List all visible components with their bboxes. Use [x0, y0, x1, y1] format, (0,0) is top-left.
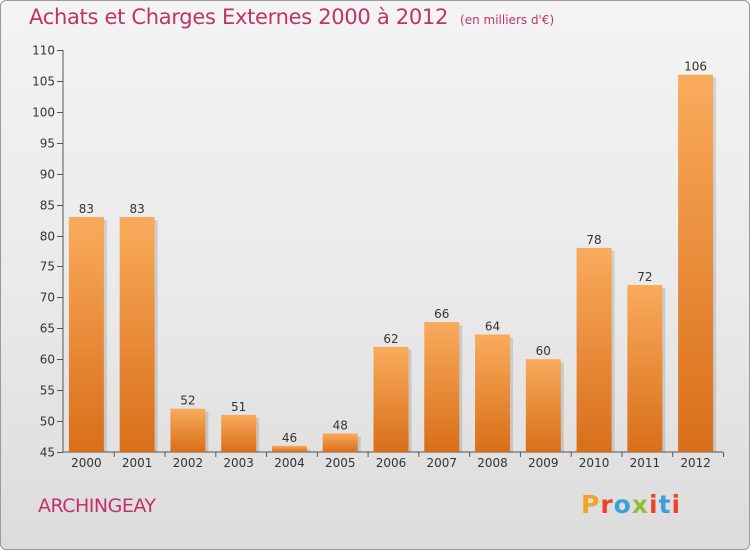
bar	[170, 408, 206, 452]
bars	[68, 74, 717, 452]
x-tick-label: 2012	[680, 456, 711, 470]
data-label: 106	[684, 60, 707, 74]
bar	[576, 247, 612, 452]
bar	[221, 414, 257, 452]
y-tick-label: 95	[40, 137, 55, 151]
x-tick-label: 2006	[376, 456, 407, 470]
data-label: 72	[637, 270, 652, 284]
logo-letter: i	[649, 490, 659, 519]
y-tick-label: 90	[40, 168, 55, 182]
y-tick-label: 70	[40, 291, 55, 305]
chart-subtitle: (en milliers d'€)	[460, 13, 555, 27]
x-tick-label: 2004	[274, 456, 305, 470]
y-tick-label: 100	[32, 106, 55, 120]
proxiti-logo[interactable]: Proxiti	[581, 490, 681, 519]
y-tick-label: 75	[40, 260, 55, 274]
x-tick-label: 2009	[528, 456, 559, 470]
x-tick-label: 2001	[122, 456, 153, 470]
y-tick-label: 50	[40, 415, 55, 429]
bar	[627, 285, 663, 452]
y-tick-label: 60	[40, 353, 55, 367]
x-tick-label: 2007	[426, 456, 457, 470]
axes: 45 50 55 60 65 70 75 80 85 90 95 100 105 110 2000 2001 2…	[32, 44, 724, 470]
y-tick-label: 110	[32, 44, 55, 58]
data-label: 62	[383, 332, 398, 346]
data-label: 78	[586, 233, 601, 247]
logo-letter: P	[581, 490, 601, 519]
y-tick-label: 65	[40, 322, 55, 336]
logo-letter: o	[613, 490, 632, 519]
bar	[68, 216, 104, 452]
chart-title: Achats et Charges Externes 2000 à 2012	[29, 5, 449, 29]
data-label: 83	[79, 202, 94, 216]
bar	[475, 334, 511, 452]
bar	[119, 216, 155, 452]
bar	[424, 322, 460, 452]
bar	[678, 74, 714, 452]
town-name: ARCHINGEAY	[38, 495, 156, 517]
bar	[373, 346, 409, 452]
x-tick-label: 2010	[579, 456, 610, 470]
y-tick-label: 80	[40, 230, 55, 244]
x-tick-label: 2003	[223, 456, 254, 470]
x-tick-label: 2005	[325, 456, 356, 470]
x-tick-label: 2011	[630, 456, 661, 470]
x-tick-label: 2002	[173, 456, 204, 470]
logo-letter: t	[658, 490, 672, 519]
logo-letter: r	[600, 490, 614, 519]
data-label: 52	[180, 394, 195, 408]
y-tick-label: 45	[40, 446, 55, 460]
data-label: 60	[536, 344, 551, 358]
x-tick-label: 2000	[71, 456, 102, 470]
x-tick-label: 2008	[477, 456, 508, 470]
data-label: 64	[485, 319, 500, 333]
logo-letter: i	[671, 490, 682, 519]
y-tick-label: 105	[32, 75, 55, 89]
y-tick-label: 55	[40, 384, 55, 398]
y-tick-label: 85	[40, 199, 55, 213]
title-block: Achats et Charges Externes 2000 à 2012 (e…	[29, 5, 554, 29]
bar	[322, 433, 358, 452]
labels: 83 83 52 51 46 48 62 66 64 60 78 72 106	[79, 60, 707, 445]
data-label: 46	[282, 431, 297, 445]
bar	[525, 359, 561, 452]
data-label: 66	[434, 307, 449, 321]
data-label: 51	[231, 400, 246, 414]
data-label: 83	[130, 202, 145, 216]
data-label: 48	[333, 418, 348, 432]
logo-letter: x	[631, 490, 649, 519]
bar	[271, 445, 307, 452]
